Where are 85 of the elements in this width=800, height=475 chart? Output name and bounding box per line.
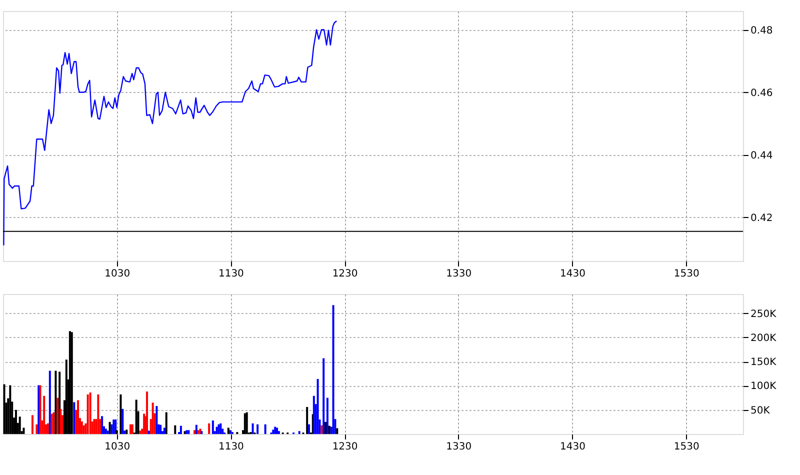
bar bbox=[220, 423, 222, 434]
bar bbox=[54, 370, 57, 434]
x-tick-label: 1030 bbox=[104, 442, 130, 452]
bar bbox=[122, 408, 124, 434]
y-tick-label: 250K bbox=[750, 308, 777, 320]
bar bbox=[131, 424, 134, 434]
x-tick-label: 1030 bbox=[104, 268, 130, 280]
bar bbox=[112, 420, 115, 434]
bar bbox=[312, 396, 315, 434]
bar bbox=[80, 421, 83, 434]
bar bbox=[218, 424, 220, 434]
x-tick-label: 1230 bbox=[332, 268, 358, 280]
bar bbox=[56, 398, 59, 434]
bar bbox=[227, 428, 230, 434]
x-tick-label: 1130 bbox=[218, 442, 244, 452]
bar bbox=[89, 392, 92, 434]
bar bbox=[18, 416, 21, 434]
bar bbox=[31, 415, 34, 434]
bar bbox=[152, 402, 154, 434]
bar bbox=[14, 410, 17, 434]
y-tick-label: 0.48 bbox=[750, 25, 773, 36]
bar bbox=[272, 430, 274, 434]
bar bbox=[9, 385, 12, 434]
y-tick-label: 0.42 bbox=[750, 212, 773, 224]
bar bbox=[324, 422, 327, 434]
bar bbox=[256, 424, 259, 434]
bar bbox=[308, 424, 310, 434]
bar bbox=[86, 394, 89, 434]
bar bbox=[316, 378, 319, 434]
bar bbox=[320, 425, 323, 434]
bar bbox=[252, 423, 254, 434]
bar bbox=[306, 406, 308, 434]
y-tick-label: 50K bbox=[750, 405, 770, 416]
bar bbox=[156, 406, 158, 434]
bar bbox=[43, 396, 46, 434]
bar bbox=[163, 428, 166, 434]
bar bbox=[165, 412, 168, 434]
x-tick-label: 1330 bbox=[446, 268, 472, 280]
bar bbox=[174, 425, 176, 434]
bar bbox=[246, 412, 248, 434]
x-tick-label: 1330 bbox=[446, 442, 472, 452]
bar bbox=[188, 430, 190, 434]
bar bbox=[82, 425, 85, 434]
y-tick-label: 100K bbox=[750, 381, 777, 392]
bar bbox=[70, 332, 73, 434]
bar bbox=[146, 392, 148, 434]
x-tick-label: 1130 bbox=[218, 268, 244, 280]
bar bbox=[200, 431, 203, 434]
bar bbox=[276, 428, 278, 434]
line-series bbox=[3, 20, 338, 246]
bar bbox=[160, 424, 162, 434]
bar bbox=[336, 428, 338, 434]
x-tick-label: 1530 bbox=[674, 268, 700, 280]
bar bbox=[101, 416, 104, 434]
bar bbox=[180, 426, 182, 434]
y-tick-label: 200K bbox=[750, 332, 777, 344]
bar bbox=[298, 431, 300, 434]
bar bbox=[195, 424, 198, 434]
bar bbox=[48, 370, 51, 434]
bar bbox=[77, 400, 80, 434]
y-tick-label: 150K bbox=[750, 357, 777, 368]
bar bbox=[148, 430, 150, 434]
bar bbox=[97, 394, 100, 434]
bar bbox=[193, 430, 196, 434]
x-tick-label: 1430 bbox=[560, 268, 586, 280]
bar bbox=[322, 358, 325, 434]
bar bbox=[208, 423, 210, 434]
bar bbox=[212, 420, 214, 434]
bar bbox=[278, 431, 280, 434]
x-tick-label: 1230 bbox=[332, 442, 358, 452]
bar bbox=[274, 426, 276, 434]
bar bbox=[326, 398, 328, 434]
bar bbox=[244, 413, 246, 434]
bar bbox=[68, 331, 71, 434]
y-tick-label: 0.44 bbox=[750, 150, 773, 162]
bar bbox=[332, 305, 334, 434]
bar bbox=[264, 424, 266, 434]
bar bbox=[130, 424, 132, 434]
bar bbox=[73, 402, 76, 434]
x-tick-label: 1530 bbox=[674, 442, 700, 452]
bar bbox=[114, 420, 117, 434]
bar bbox=[104, 428, 107, 434]
y-tick-label: 0.46 bbox=[750, 88, 773, 99]
x-tick-label: 1430 bbox=[560, 442, 586, 452]
bar bbox=[120, 394, 122, 434]
